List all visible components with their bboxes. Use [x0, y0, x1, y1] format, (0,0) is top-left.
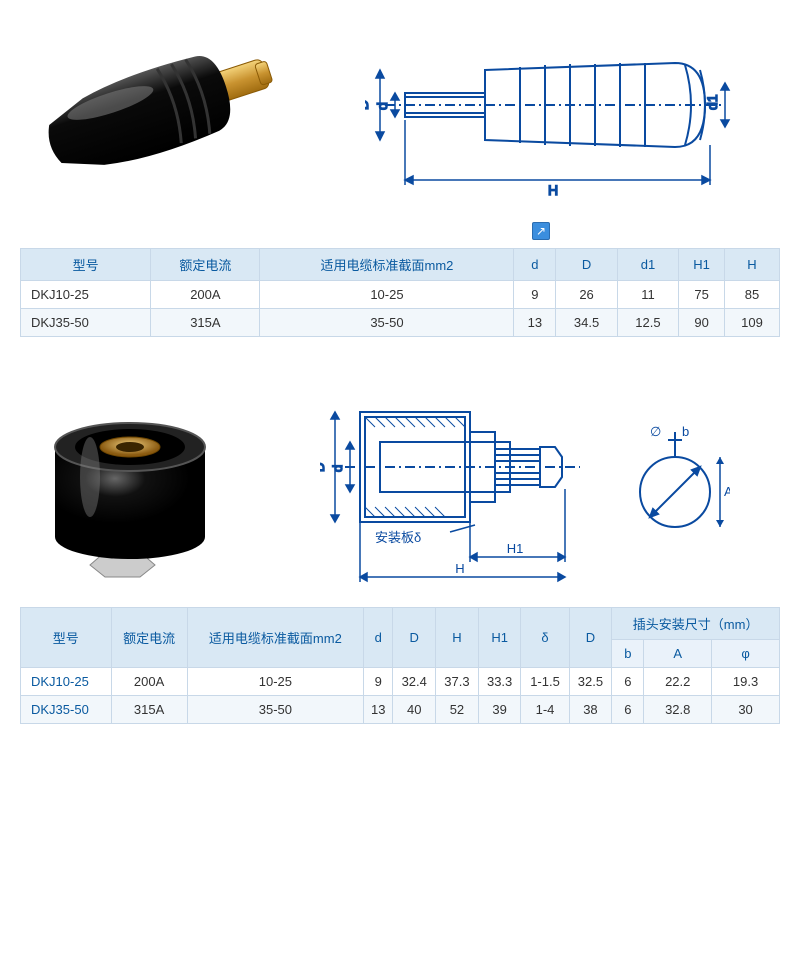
t2-h-d: d	[364, 608, 393, 668]
figure-row-2: D d 安装板δ H1 H	[20, 377, 780, 587]
product-photo-male	[20, 10, 300, 210]
figure-row-1: D d d1 H	[20, 10, 780, 210]
t1-h-d1: d1	[617, 249, 678, 281]
t2-h-H: H	[436, 608, 479, 668]
t2-h-A: A	[644, 640, 712, 668]
spec-table-2: 型号 额定电流 适用电缆标准截面mm2 d D H H1 δ D 插头安装尺寸（…	[20, 607, 780, 724]
t1-h-model: 型号	[21, 249, 151, 281]
technical-drawing-male: D d d1 H	[330, 15, 780, 205]
dim-label-d: d	[374, 102, 390, 110]
dim-label-H: H	[548, 182, 558, 198]
t2-h-delta: δ	[521, 608, 569, 668]
dim-label-d1: d1	[704, 94, 720, 110]
t2-h-mount: 插头安装尺寸（mm）	[612, 608, 780, 640]
t2-h-D: D	[393, 608, 436, 668]
t1-h-d: d	[514, 249, 556, 281]
dim-H1: H1	[507, 541, 524, 556]
table-row: DKJ10-25 200A 10-25 9 26 11 75 85	[21, 281, 780, 309]
table-row: DKJ35-50 315A 35-50 13 34.5 12.5 90 109	[21, 309, 780, 337]
spec-table-1: 型号 额定电流 适用电缆标准截面mm2 d D d1 H1 H DKJ10-25…	[20, 248, 780, 337]
table-row: DKJ35-50 315A 35-50 13 40 52 39 1-4 38 6…	[21, 696, 780, 724]
technical-drawing-female: D d 安装板δ H1 H	[270, 377, 780, 587]
t2-h-phi: φ	[712, 640, 780, 668]
product-photo-female	[20, 377, 240, 587]
dim-H: H	[455, 561, 464, 576]
table-row: DKJ10-25 200A 10-25 9 32.4 37.3 33.3 1-1…	[21, 668, 780, 696]
t1-h-H: H	[725, 249, 780, 281]
t2-h-cable: 适用电缆标准截面mm2	[187, 608, 364, 668]
dim-D: D	[320, 463, 327, 472]
section-male-connector: D d d1 H	[0, 0, 800, 337]
mount-plate-label: 安装板δ	[375, 530, 421, 545]
dim-A: A	[724, 484, 730, 499]
dim-label-D: D	[365, 100, 371, 110]
t2-h-current: 额定电流	[111, 608, 187, 668]
t2-h-H1: H1	[478, 608, 521, 668]
t1-h-cable: 适用电缆标准截面mm2	[260, 249, 514, 281]
t2-h-D2: D	[569, 608, 612, 668]
share-icon[interactable]: ↗	[532, 222, 550, 240]
dim-phi: ∅	[650, 424, 661, 439]
t2-h-b: b	[612, 640, 644, 668]
t2-h-model: 型号	[21, 608, 112, 668]
dim-b: b	[682, 424, 689, 439]
dim-d: d	[330, 465, 345, 472]
t1-h-H1: H1	[679, 249, 725, 281]
t1-h-current: 额定电流	[151, 249, 260, 281]
section-female-socket: D d 安装板δ H1 H	[0, 367, 800, 724]
t1-h-D: D	[556, 249, 617, 281]
